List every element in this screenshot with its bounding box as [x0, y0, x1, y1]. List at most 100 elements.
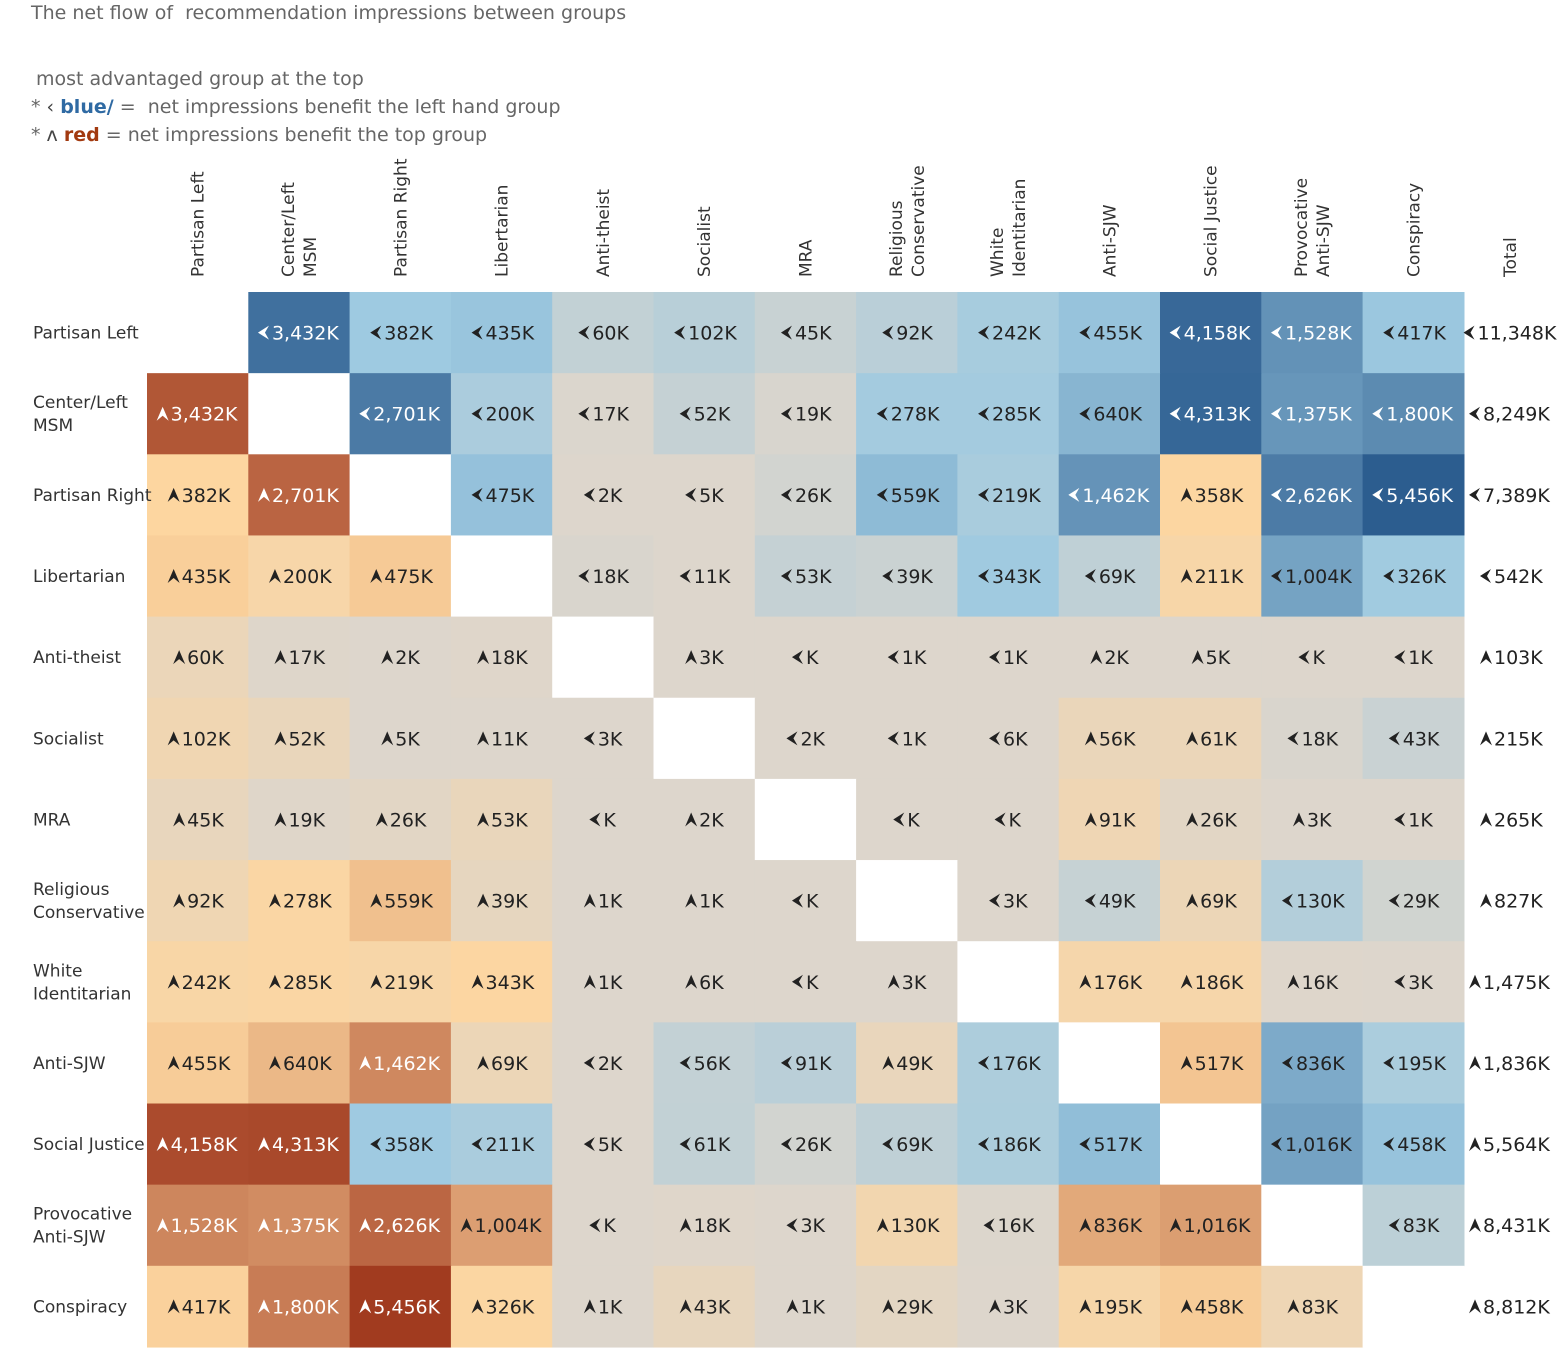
- cell-label: 102K: [674, 323, 737, 345]
- heatmap-cell: [1362, 941, 1465, 1023]
- cell-value: 559K: [384, 891, 433, 913]
- empty-diagonal-cell: [856, 860, 958, 942]
- cell-value: 18K: [1301, 728, 1338, 750]
- cell-label: 1,800K: [1372, 404, 1454, 426]
- cell-value: 43K: [1403, 728, 1440, 750]
- up-arrow-icon: [173, 893, 186, 908]
- cell-label: 26K: [1186, 809, 1237, 831]
- cell-label: 1,004K: [1270, 566, 1352, 588]
- row-header-label: Conspiracy: [33, 1297, 127, 1317]
- heatmap-cell: [349, 535, 452, 618]
- heatmap-cell: [1261, 535, 1364, 618]
- heatmap-cell: [248, 292, 351, 374]
- cell-label: 285K: [978, 404, 1041, 426]
- cell-value: K: [603, 1215, 616, 1237]
- left-arrow-icon: [1383, 325, 1395, 340]
- cell-label: 458K: [1383, 1134, 1447, 1156]
- up-arrow-icon: [1469, 1055, 1481, 1070]
- cell-label: 83K: [1388, 1215, 1440, 1237]
- up-arrow-icon: [359, 1055, 372, 1070]
- total-value: 1,475K: [1469, 972, 1550, 994]
- heatmap-cell: [957, 860, 1060, 942]
- cell-label: K: [589, 809, 616, 831]
- up-arrow-icon: [173, 650, 186, 665]
- up-arrow-icon: [156, 1218, 169, 1233]
- left-arrow-icon: [1270, 406, 1282, 421]
- cell-value: 1,836K: [1483, 1053, 1550, 1075]
- left-arrow-icon: [780, 487, 792, 502]
- cell-value: 103K: [1494, 647, 1543, 669]
- up-arrow-icon: [1186, 731, 1199, 746]
- left-arrow-icon: [887, 650, 899, 665]
- up-arrow-icon: [268, 893, 281, 908]
- up-arrow-icon: [1287, 1299, 1300, 1314]
- cell-value: 3K: [1003, 891, 1028, 913]
- left-arrow-icon: [1388, 893, 1400, 908]
- cell-label: 455K: [1079, 323, 1143, 345]
- cell-value: 102K: [688, 323, 737, 345]
- column-header: Conspiracy: [1404, 183, 1424, 277]
- column-header-label: Religious: [887, 200, 907, 277]
- cell-value: K: [907, 809, 920, 831]
- heatmap-cell: [248, 860, 351, 942]
- heatmap-cell: [1058, 778, 1161, 861]
- heatmap-cell: [248, 697, 351, 780]
- up-arrow-icon: [685, 893, 698, 908]
- cell-label: 2,701K: [359, 404, 441, 426]
- cell-label: 559K: [370, 891, 434, 913]
- cell-label: 3K: [1292, 809, 1332, 831]
- cell-value: 2K: [395, 647, 420, 669]
- cell-label: 4,158K: [1169, 323, 1251, 345]
- cell-value: 16K: [998, 1215, 1035, 1237]
- row-header-label: Partisan Right: [33, 486, 152, 506]
- cell-label: 26K: [780, 1134, 832, 1156]
- left-arrow-icon: [1281, 1055, 1293, 1070]
- cell-label: 6K: [989, 728, 1028, 750]
- heatmap-cell: [147, 941, 249, 1023]
- heatmap-cell: [1058, 1184, 1161, 1267]
- cell-label: K: [791, 647, 819, 669]
- up-arrow-icon: [156, 1137, 169, 1152]
- cell-value: 836K: [1296, 1053, 1345, 1075]
- total-value: 265K: [1480, 809, 1543, 831]
- left-arrow-icon: [1270, 569, 1282, 584]
- cell-label: 61K: [679, 1134, 731, 1156]
- left-arrow-icon: [578, 406, 590, 421]
- cell-label: 3K: [989, 891, 1028, 913]
- up-arrow-icon: [989, 1299, 1002, 1314]
- cell-value: 29K: [896, 1296, 933, 1318]
- cell-value: 18K: [491, 647, 528, 669]
- cell-label: 69K: [1084, 566, 1136, 588]
- cell-value: 3K: [800, 1215, 825, 1237]
- cell-label: 1,004K: [460, 1215, 542, 1237]
- total-value: 11,348K: [1463, 323, 1557, 345]
- heatmap-cell: [1160, 1265, 1262, 1348]
- cell-value: 326K: [1397, 566, 1446, 588]
- left-arrow-icon: [1270, 487, 1282, 502]
- heatmap-cell: [147, 860, 249, 942]
- cell-value: 26K: [795, 1134, 832, 1156]
- heatmap-cell: [147, 1265, 249, 1348]
- heatmap-cell: [147, 616, 249, 699]
- left-arrow-icon: [1394, 650, 1406, 665]
- heatmap-cell: [856, 941, 958, 1023]
- left-arrow-icon: [1383, 569, 1395, 584]
- heatmap-cell: [1362, 1184, 1465, 1267]
- left-arrow-icon: [1169, 406, 1181, 421]
- row-header-label: Anti-SJW: [33, 1054, 106, 1074]
- cell-value: 2K: [598, 1053, 623, 1075]
- left-arrow-icon: [471, 1137, 483, 1152]
- cell-value: 176K: [992, 1053, 1041, 1075]
- cell-value: 265K: [1494, 809, 1543, 831]
- left-arrow-icon: [1463, 325, 1475, 340]
- cell-label: 53K: [780, 566, 832, 588]
- heatmap-cell: [248, 535, 351, 618]
- up-arrow-icon: [167, 1055, 180, 1070]
- cell-label: 17K: [578, 404, 630, 426]
- heatmap-cell: [450, 941, 553, 1023]
- cell-label: 278K: [268, 891, 332, 913]
- cell-value: 130K: [891, 1215, 940, 1237]
- cell-label: 49K: [1084, 891, 1136, 913]
- chart-title: The net flow of recommendation impressio…: [31, 2, 627, 24]
- cell-label: 186K: [978, 1134, 1041, 1156]
